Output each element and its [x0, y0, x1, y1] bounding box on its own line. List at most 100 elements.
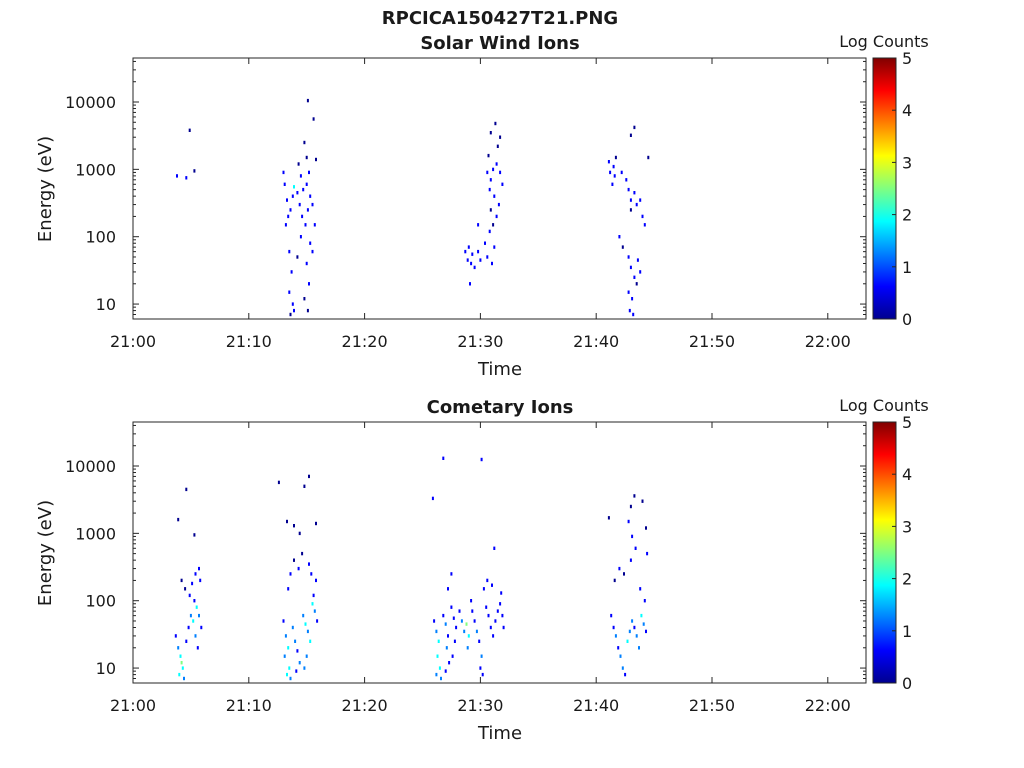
- solar-wind-cell: [629, 133, 632, 137]
- cometary-cell: [303, 666, 306, 670]
- solar-wind-x-tick-label: 21:50: [689, 332, 735, 351]
- cometary-cell: [473, 619, 476, 623]
- solar-wind-cell: [297, 162, 300, 166]
- cometary-cell: [194, 634, 197, 638]
- cometary-cell: [287, 587, 290, 591]
- solar-wind-cell: [486, 255, 489, 259]
- solar-wind-cell: [291, 194, 294, 198]
- cometary-cell: [489, 625, 492, 630]
- solar-wind-cell: [470, 261, 473, 266]
- solar-wind-cell: [299, 174, 302, 178]
- solar-wind-y-tick-label: 1000: [75, 160, 116, 179]
- solar-wind-x-tick-label: 21:10: [226, 332, 272, 351]
- solar-wind-cell: [488, 229, 491, 234]
- cometary-colorbar-tick-label: 3: [902, 517, 912, 536]
- solar-wind-y-tick-label: 10000: [65, 93, 116, 112]
- cometary-cell: [465, 622, 468, 626]
- cometary-cell: [485, 605, 488, 609]
- cometary-cell: [185, 487, 188, 492]
- cometary-cell: [486, 578, 489, 583]
- solar-wind-cell: [489, 178, 492, 182]
- solar-wind-cell: [629, 265, 632, 270]
- solar-wind-cell: [643, 223, 646, 227]
- solar-wind-cell: [491, 261, 493, 266]
- cometary-cell: [455, 625, 458, 630]
- solar-wind-cell: [290, 270, 293, 274]
- cometary-cell: [431, 496, 434, 501]
- cometary-cell: [282, 619, 285, 623]
- solar-wind-cell: [288, 290, 291, 294]
- cometary-cell: [645, 629, 647, 634]
- cometary-cell: [447, 587, 449, 591]
- cometary-cell: [200, 625, 203, 630]
- solar-wind-cell: [296, 255, 299, 259]
- cometary-cell: [635, 634, 638, 638]
- cometary-cell: [174, 634, 177, 638]
- cometary-cell: [178, 672, 181, 677]
- cometary-x-tick-label: 22:00: [805, 696, 851, 715]
- solar-wind-cell: [632, 312, 635, 317]
- cometary-x-tick-label: 21:50: [689, 696, 735, 715]
- cometary-cell: [612, 625, 615, 630]
- solar-wind-cell: [633, 191, 636, 195]
- solar-wind-cell: [477, 249, 480, 254]
- cometary-cell: [181, 666, 184, 670]
- cometary-cell: [629, 504, 632, 509]
- cometary-cell: [646, 551, 649, 556]
- cometary-cell: [435, 672, 438, 677]
- solar-wind-cell: [639, 270, 642, 274]
- cometary-cell: [313, 609, 316, 613]
- solar-wind-cell: [629, 198, 632, 202]
- cometary-colorbar-tick-label: 4: [902, 465, 912, 484]
- solar-wind-cell: [303, 297, 306, 301]
- cometary-cell: [621, 666, 624, 670]
- solar-wind-x-tick-label: 22:00: [805, 332, 851, 351]
- solar-wind-cell: [284, 223, 287, 227]
- solar-wind-cell: [289, 208, 292, 212]
- solar-wind-cell: [311, 202, 314, 207]
- solar-wind-cell: [306, 98, 309, 103]
- cometary-title: Cometary Ions: [427, 397, 574, 418]
- cometary-axes-box: [132, 421, 867, 684]
- cometary-y-tick-label: 1000: [75, 524, 116, 543]
- cometary-cell: [177, 517, 180, 522]
- cometary-cell: [303, 484, 306, 488]
- cometary-cell: [283, 654, 286, 658]
- cometary-colorbar-label: Log Counts: [839, 396, 929, 415]
- cometary-cell: [607, 516, 610, 520]
- solar-wind-y-ticks: 10 100 1000 10000: [65, 60, 866, 320]
- solar-wind-cell: [631, 297, 634, 301]
- cometary-cell: [286, 519, 288, 524]
- solar-wind-cell: [636, 258, 639, 262]
- solar-wind-cell: [621, 245, 624, 249]
- cometary-cell: [479, 666, 482, 670]
- solar-wind-cell: [647, 155, 650, 160]
- cometary-cell: [640, 613, 643, 618]
- cometary-x-tick-label: 21:00: [110, 696, 156, 715]
- cometary-cell: [289, 572, 292, 576]
- cometary-cell: [296, 649, 299, 653]
- solar-wind-x-ticks: 21:00 21:10 21:20 21:30 21:40 21:50 22:00: [110, 58, 851, 351]
- solar-wind-cell: [306, 208, 309, 212]
- solar-wind-cell: [497, 202, 500, 207]
- cometary-cell: [180, 661, 183, 665]
- cometary-cell: [492, 634, 495, 638]
- cometary-cell: [634, 546, 637, 550]
- cometary-cell: [639, 587, 642, 591]
- solar-wind-cell: [488, 187, 491, 192]
- cometary-cell: [184, 587, 187, 591]
- cometary-cell: [450, 572, 453, 576]
- cometary-cell: [633, 625, 636, 630]
- solar-wind-title: Solar Wind Ions: [420, 33, 579, 54]
- cometary-cell: [286, 672, 288, 677]
- cometary-cell: [435, 629, 438, 634]
- solar-wind-cell: [299, 235, 302, 239]
- solar-wind-y-tick-label: 10: [96, 295, 116, 314]
- solar-wind-cell: [499, 135, 502, 139]
- solar-wind-cell: [464, 249, 467, 254]
- cometary-cell: [481, 672, 484, 677]
- cometary-cell: [193, 599, 196, 603]
- cometary-cell: [440, 676, 442, 681]
- cometary-cell: [298, 661, 301, 665]
- cometary-cell: [302, 613, 305, 618]
